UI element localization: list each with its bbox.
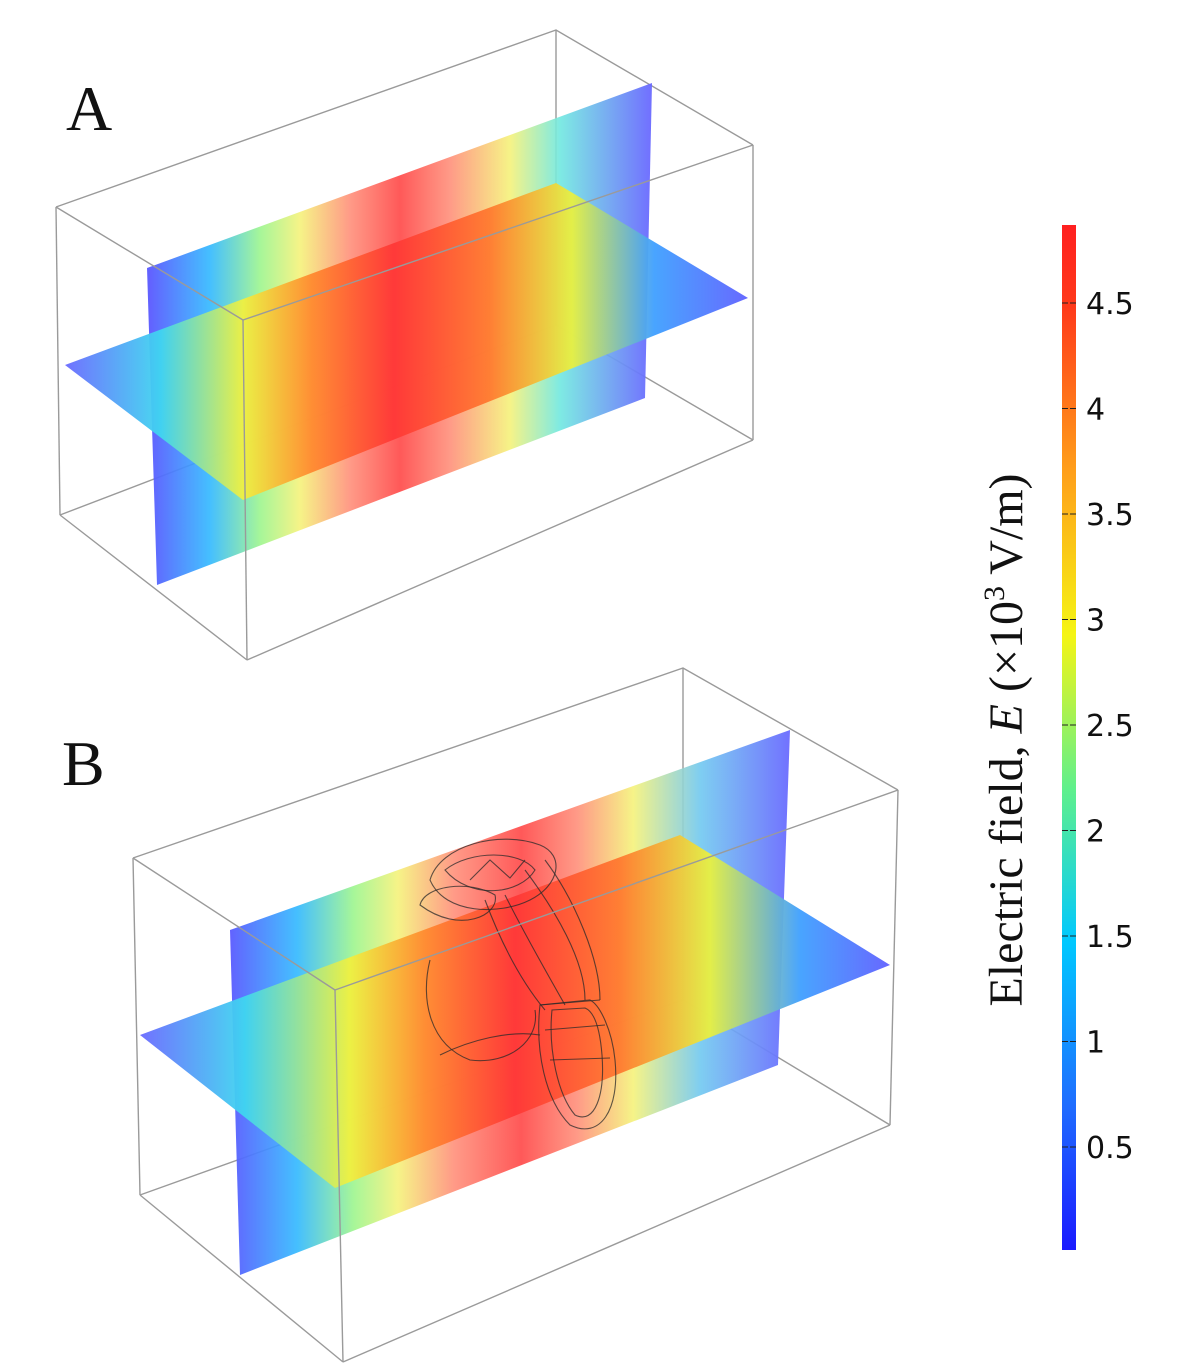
organ-outline bbox=[419, 838, 617, 1130]
colorbar-gradient bbox=[1062, 225, 1076, 1250]
panel-a: A bbox=[55, 29, 754, 661]
colorbar-tick-label: 2 bbox=[1086, 815, 1105, 850]
colorbar-tick-label: 4 bbox=[1086, 393, 1105, 428]
colorbar: 4.5 4 3.5 3 2.5 2 1.5 1 0.5 Electric field, E (×… bbox=[978, 225, 1134, 1250]
colorbar-ticks: 4.5 4 3.5 3 2.5 2 1.5 1 0.5 bbox=[1062, 287, 1134, 1166]
colorbar-tick-label: 2.5 bbox=[1086, 709, 1134, 744]
horizontal-slice-b bbox=[140, 835, 890, 1188]
panel-b: B bbox=[62, 667, 899, 1363]
colorbar-tick-label: 1.5 bbox=[1086, 920, 1134, 955]
colorbar-title: Electric field, E (×103 V/m) bbox=[978, 473, 1033, 1006]
panel-label-a: A bbox=[66, 73, 112, 144]
colorbar-tick-label: 3.5 bbox=[1086, 498, 1134, 533]
colorbar-tick-label: 1 bbox=[1086, 1026, 1105, 1061]
box-front-edges-a bbox=[55, 144, 754, 661]
box-front-edges-b bbox=[132, 789, 899, 1363]
colorbar-tick-label: 4.5 bbox=[1086, 287, 1134, 322]
colorbar-tick-label: 3 bbox=[1086, 604, 1105, 639]
horizontal-slice-a bbox=[65, 183, 748, 500]
colorbar-tick-label: 0.5 bbox=[1086, 1131, 1134, 1166]
panel-label-b: B bbox=[62, 728, 105, 799]
